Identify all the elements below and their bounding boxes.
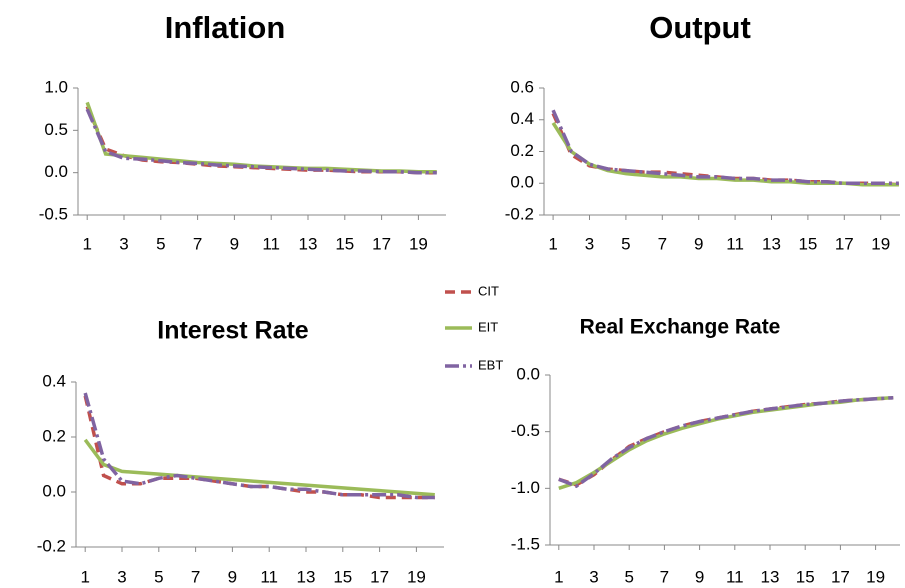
- x-tick-label: 5: [154, 567, 163, 586]
- y-tick-label: 0.2: [510, 141, 534, 160]
- x-tick-label: 9: [695, 567, 704, 586]
- y-tick-label: 0.2: [42, 426, 66, 445]
- x-tick-label: 5: [156, 234, 165, 253]
- x-tick-label: 17: [372, 234, 391, 253]
- y-tick-label: -0.5: [511, 421, 540, 440]
- y-tick-label: 0.0: [510, 173, 534, 192]
- x-tick-label: 13: [299, 234, 318, 253]
- y-tick-label: 1.0: [44, 77, 68, 96]
- series-line: [558, 395, 894, 489]
- y-tick-label: -1.0: [511, 478, 540, 497]
- x-tick-label: 7: [658, 234, 667, 253]
- legend-label: EBT: [478, 357, 503, 372]
- x-tick-label: 1: [554, 567, 563, 586]
- y-tick-label: 0.0: [44, 162, 68, 181]
- y-tick-label: 0.0: [516, 364, 540, 383]
- chart-title: Interest Rate: [157, 317, 309, 345]
- x-tick-label: 7: [191, 567, 200, 586]
- x-tick-label: 19: [866, 567, 885, 586]
- x-tick-label: 15: [335, 234, 354, 253]
- x-tick-label: 3: [119, 234, 128, 253]
- y-tick-label: 0.5: [44, 120, 68, 139]
- y-tick-label: 0.0: [42, 481, 66, 500]
- x-tick-label: 1: [548, 234, 557, 253]
- x-tick-label: 3: [117, 567, 126, 586]
- x-tick-label: 15: [798, 234, 817, 253]
- x-tick-label: 9: [694, 234, 703, 253]
- x-tick-label: 17: [831, 567, 850, 586]
- chart-title: Output: [649, 10, 751, 45]
- series-line: [551, 121, 899, 187]
- series-line: [558, 395, 894, 487]
- x-tick-label: 19: [407, 567, 426, 586]
- series-line: [85, 101, 437, 174]
- x-tick-label: 1: [80, 567, 89, 586]
- x-tick-label: 13: [762, 234, 781, 253]
- y-tick-label: -0.2: [37, 536, 66, 555]
- y-tick-label: 0.4: [510, 109, 534, 128]
- y-tick-label: 0.6: [510, 77, 534, 96]
- x-tick-label: 9: [230, 234, 239, 253]
- x-tick-label: 13: [761, 567, 780, 586]
- series-line: [558, 395, 894, 490]
- x-tick-label: 17: [835, 234, 854, 253]
- x-tick-label: 1: [82, 234, 91, 253]
- x-tick-label: 15: [796, 567, 815, 586]
- series-line: [551, 112, 900, 187]
- series-line: [85, 105, 437, 175]
- legend-label: CIT: [478, 283, 499, 298]
- x-tick-label: 3: [585, 234, 594, 253]
- x-tick-label: 11: [726, 234, 744, 253]
- x-tick-label: 5: [621, 234, 630, 253]
- x-tick-label: 3: [589, 567, 598, 586]
- series-line: [85, 108, 437, 175]
- legend-label: EIT: [478, 319, 498, 334]
- series-line: [83, 392, 435, 500]
- chart-title: Inflation: [165, 10, 286, 45]
- chart-title: Real Exchange Rate: [580, 316, 781, 339]
- y-tick-label: -1.5: [511, 534, 540, 553]
- x-tick-label: 19: [871, 234, 890, 253]
- x-tick-label: 13: [297, 567, 316, 586]
- x-tick-label: 7: [660, 567, 669, 586]
- x-tick-label: 5: [624, 567, 633, 586]
- x-tick-label: 11: [726, 567, 744, 586]
- x-tick-label: 15: [333, 567, 352, 586]
- x-tick-label: 11: [260, 567, 278, 586]
- y-tick-label: -0.2: [505, 204, 534, 223]
- y-tick-label: 0.4: [42, 371, 66, 390]
- series-line: [551, 109, 899, 186]
- x-tick-label: 7: [193, 234, 202, 253]
- x-tick-label: 19: [409, 234, 428, 253]
- series-line: [83, 438, 435, 497]
- x-tick-label: 9: [228, 567, 237, 586]
- y-tick-label: -0.5: [39, 204, 68, 223]
- x-tick-label: 11: [262, 234, 280, 253]
- x-tick-label: 17: [370, 567, 389, 586]
